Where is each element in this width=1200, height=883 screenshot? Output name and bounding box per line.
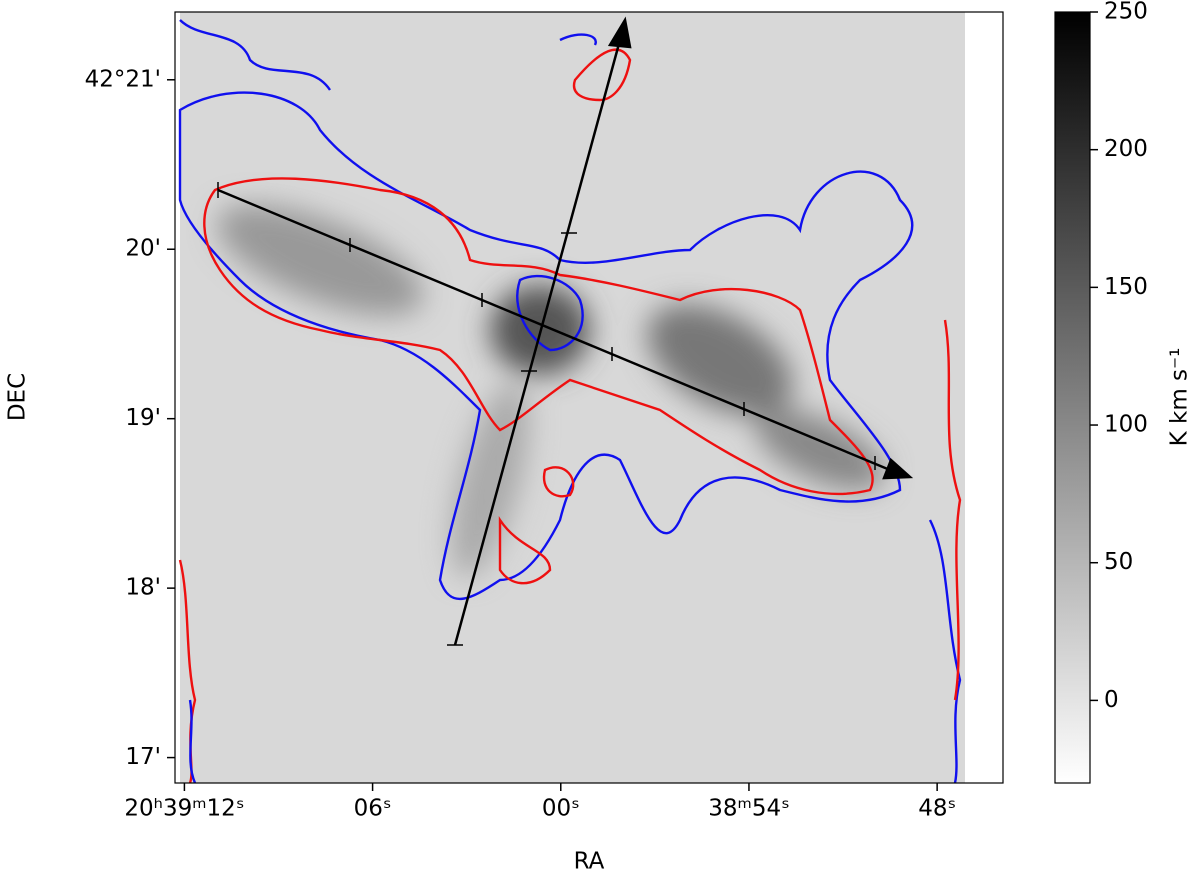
y-tick-label: 20' (125, 236, 161, 262)
y-tick-label: 17' (125, 744, 161, 770)
colorbar-tick-label: 50 (1104, 549, 1133, 575)
x-axis-label: RA (574, 849, 605, 875)
contour (498, 516, 552, 585)
cut-line (217, 188, 891, 472)
x-tick-label: 06ˢ (354, 796, 392, 822)
contour (943, 319, 962, 701)
x-tick-label: 20ʰ39ᵐ12ˢ (124, 796, 244, 822)
x-tick-label: 00ˢ (542, 796, 580, 822)
colorbar (1054, 11, 1091, 784)
x-tick-label: 48ˢ (918, 796, 956, 822)
x-tick-label: 38ᵐ54ˢ (708, 796, 789, 822)
y-tick-label: 42°21' (85, 66, 161, 92)
contour (559, 33, 597, 46)
emission (216, 204, 885, 577)
cuts (217, 16, 914, 646)
y-axis-label: DEC (5, 373, 31, 421)
colorbar-label: K km s⁻¹ (1167, 348, 1193, 447)
contour (188, 699, 197, 783)
plot-frame (174, 11, 1004, 784)
colorbar-tick-label: 200 (1104, 136, 1148, 162)
colorbar-tick-label: 250 (1104, 0, 1148, 25)
colorbar-tick-label: 0 (1104, 687, 1119, 713)
arrow-head (882, 457, 914, 480)
y-tick-label: 19' (125, 405, 161, 431)
contour (928, 519, 962, 783)
arrow-head (607, 16, 632, 49)
map (175, 12, 1003, 783)
y-tick-label: 18' (125, 575, 161, 601)
colorbar-tick-label: 150 (1104, 274, 1148, 300)
cut-ticks (217, 182, 876, 646)
contour (203, 177, 874, 496)
map-background (180, 12, 965, 783)
contour (542, 466, 575, 498)
contours (178, 19, 962, 783)
colorbar-tick-label: 100 (1104, 412, 1148, 438)
cut-line (453, 39, 622, 646)
contour (572, 48, 632, 102)
contour (179, 19, 331, 91)
